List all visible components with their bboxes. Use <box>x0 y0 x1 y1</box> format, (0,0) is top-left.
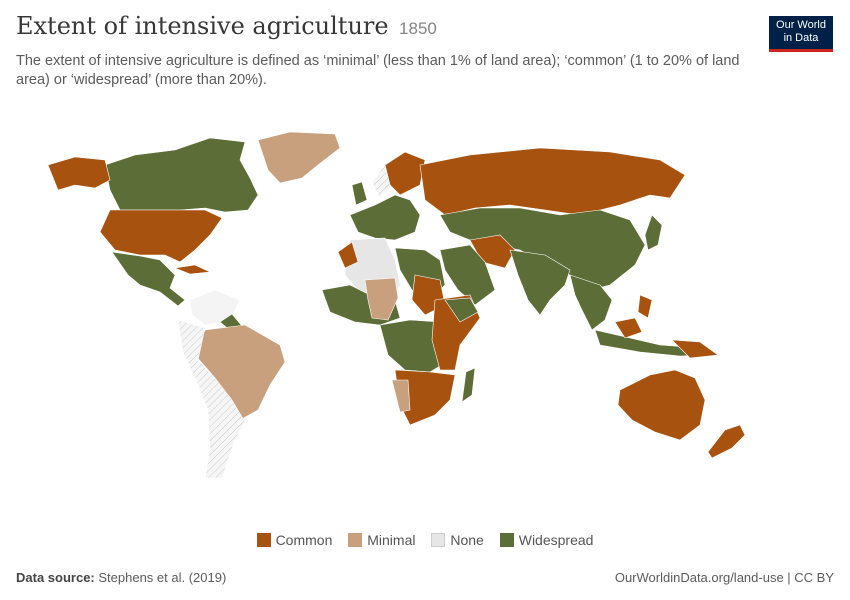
region-canada[interactable] <box>104 137 259 213</box>
region-western-europe[interactable] <box>349 194 421 241</box>
chart-title: Extent of intensive agriculture <box>16 12 389 40</box>
region-scandinavia[interactable] <box>384 151 426 196</box>
region-usa[interactable] <box>99 209 223 263</box>
legend-item-widespread[interactable]: Widespread <box>499 532 594 548</box>
map-legend: Common Minimal None Widespread <box>0 532 850 550</box>
region-borneo[interactable] <box>614 317 643 339</box>
logo-line-2: in Data <box>783 32 819 44</box>
region-greenland[interactable] <box>257 131 341 184</box>
region-se-asia[interactable] <box>569 274 613 331</box>
region-philippines[interactable] <box>637 294 653 319</box>
data-source: Data source: Stephens et al. (2019) <box>16 570 226 585</box>
region-alaska[interactable] <box>47 156 111 191</box>
region-andes[interactable] <box>177 319 246 479</box>
legend-swatch-minimal <box>348 533 363 547</box>
region-madagascar[interactable] <box>461 367 476 403</box>
year-label: 1850 <box>399 19 437 38</box>
data-source-text[interactable]: Stephens et al. (2019) <box>98 570 227 585</box>
chart-subtitle: The extent of intensive agriculture is d… <box>16 53 740 88</box>
region-caribbean[interactable] <box>173 264 212 275</box>
owid-logo[interactable]: Our World in Data <box>769 16 833 52</box>
legend-label: None <box>450 532 484 548</box>
region-india[interactable] <box>509 249 571 316</box>
region-mexico[interactable] <box>111 251 186 307</box>
region-mali[interactable] <box>364 277 399 321</box>
legend-item-none[interactable]: None <box>431 532 484 548</box>
region-russia[interactable] <box>419 147 686 216</box>
region-new-guinea[interactable] <box>671 339 719 359</box>
region-norway[interactable] <box>371 164 391 199</box>
region-australia[interactable] <box>617 369 706 441</box>
region-brazil[interactable] <box>194 324 286 421</box>
legend-swatch-widespread <box>499 533 514 547</box>
legend-item-minimal[interactable]: Minimal <box>348 532 415 548</box>
legend-label: Common <box>275 532 333 548</box>
region-morocco[interactable] <box>337 241 359 269</box>
region-arabia[interactable] <box>439 244 496 306</box>
footer-url[interactable]: OurWorldinData.org/land-use | CC BY <box>614 570 834 585</box>
legend-label: Minimal <box>367 532 416 548</box>
world-map <box>47 131 746 479</box>
region-namibia[interactable] <box>391 379 411 413</box>
title-block: Extent of intensive agriculture 1850 <box>16 12 437 40</box>
region-new-zealand[interactable] <box>707 424 746 459</box>
region-horn[interactable] <box>444 297 479 323</box>
legend-swatch-none <box>431 533 446 547</box>
data-source-label: Data source: <box>16 570 95 585</box>
legend-swatch-common <box>256 533 271 547</box>
region-uk[interactable] <box>351 181 368 206</box>
logo-line-1: Our World <box>776 19 826 31</box>
region-japan[interactable] <box>644 214 663 251</box>
legend-label: Widespread <box>518 532 594 548</box>
legend-item-common[interactable]: Common <box>256 532 333 548</box>
